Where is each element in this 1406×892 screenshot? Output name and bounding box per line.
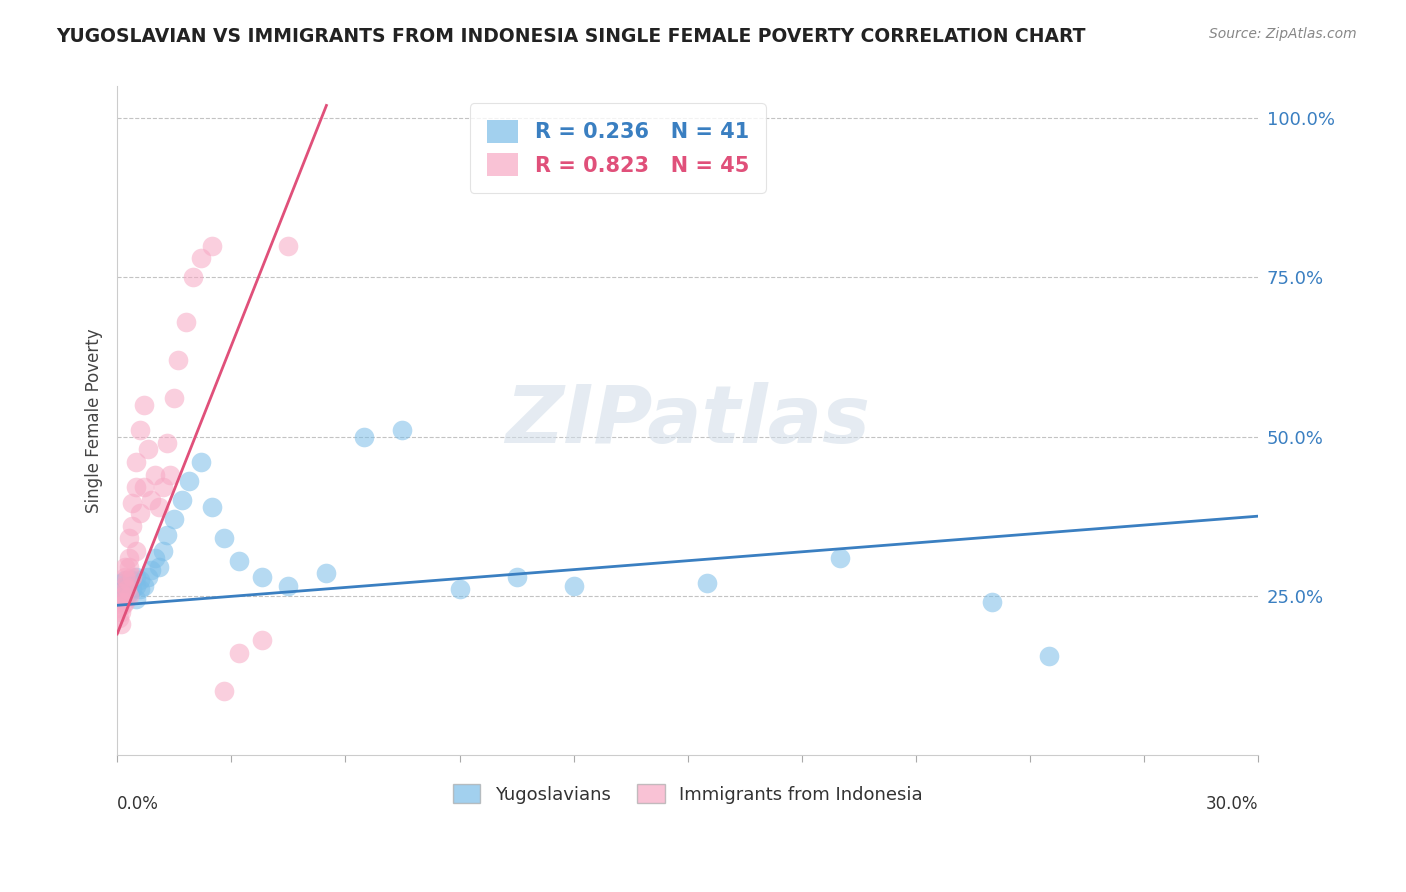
Point	[110, 605, 132, 619]
Point	[125, 569, 148, 583]
Point	[190, 252, 212, 266]
Text: 30.0%: 30.0%	[1206, 795, 1258, 813]
Point	[110, 576, 132, 591]
Point	[201, 500, 224, 514]
Point	[110, 617, 132, 632]
Point	[117, 589, 139, 603]
Point	[228, 554, 250, 568]
Y-axis label: Single Female Poverty: Single Female Poverty	[86, 328, 103, 513]
Point	[136, 442, 159, 457]
Text: ZIPatlas: ZIPatlas	[505, 382, 870, 459]
Point	[114, 573, 136, 587]
Point	[110, 585, 132, 599]
Point	[129, 423, 152, 437]
Point	[156, 528, 179, 542]
Point	[163, 392, 186, 406]
Point	[114, 579, 136, 593]
Point	[115, 573, 138, 587]
Point	[108, 601, 131, 615]
Point	[125, 544, 148, 558]
Point	[110, 595, 132, 609]
Point	[132, 481, 155, 495]
Text: 0.0%: 0.0%	[117, 795, 159, 813]
Point	[250, 633, 273, 648]
Point	[117, 560, 139, 574]
Point	[125, 481, 148, 495]
Point	[174, 315, 197, 329]
Point	[190, 455, 212, 469]
Point	[391, 423, 413, 437]
Point	[828, 550, 851, 565]
Point	[315, 566, 337, 581]
Point	[212, 684, 235, 698]
Point	[159, 467, 181, 482]
Point	[277, 579, 299, 593]
Point	[132, 398, 155, 412]
Point	[108, 611, 131, 625]
Point	[156, 436, 179, 450]
Point	[170, 493, 193, 508]
Point	[152, 481, 174, 495]
Point	[117, 585, 139, 599]
Point	[505, 569, 527, 583]
Point	[250, 569, 273, 583]
Text: Source: ZipAtlas.com: Source: ZipAtlas.com	[1209, 27, 1357, 41]
Point	[163, 512, 186, 526]
Point	[121, 569, 143, 583]
Point	[148, 560, 170, 574]
Point	[129, 573, 152, 587]
Point	[121, 496, 143, 510]
Point	[228, 646, 250, 660]
Point	[136, 569, 159, 583]
Point	[696, 576, 718, 591]
Point	[143, 467, 166, 482]
Point	[121, 582, 143, 597]
Point	[141, 563, 163, 577]
Point	[125, 455, 148, 469]
Legend: Yugoslavians, Immigrants from Indonesia: Yugoslavians, Immigrants from Indonesia	[444, 775, 932, 813]
Point	[111, 589, 134, 603]
Point	[125, 579, 148, 593]
Point	[125, 591, 148, 606]
Point	[114, 560, 136, 574]
Point	[449, 582, 471, 597]
Point	[115, 582, 138, 597]
Point	[111, 599, 134, 613]
Point	[110, 582, 132, 597]
Point	[562, 579, 585, 593]
Point	[181, 270, 204, 285]
Point	[114, 569, 136, 583]
Point	[981, 595, 1004, 609]
Point	[148, 500, 170, 514]
Point	[114, 595, 136, 609]
Point	[117, 550, 139, 565]
Point	[353, 429, 375, 443]
Point	[277, 238, 299, 252]
Point	[141, 493, 163, 508]
Point	[129, 582, 152, 597]
Point	[117, 532, 139, 546]
Point	[110, 591, 132, 606]
Point	[1038, 649, 1060, 664]
Point	[114, 579, 136, 593]
Point	[152, 544, 174, 558]
Point	[167, 353, 190, 368]
Point	[212, 532, 235, 546]
Point	[114, 589, 136, 603]
Point	[121, 573, 143, 587]
Text: YUGOSLAVIAN VS IMMIGRANTS FROM INDONESIA SINGLE FEMALE POVERTY CORRELATION CHART: YUGOSLAVIAN VS IMMIGRANTS FROM INDONESIA…	[56, 27, 1085, 45]
Point	[117, 576, 139, 591]
Point	[129, 506, 152, 520]
Point	[132, 579, 155, 593]
Point	[121, 518, 143, 533]
Point	[143, 550, 166, 565]
Point	[179, 474, 201, 488]
Point	[201, 238, 224, 252]
